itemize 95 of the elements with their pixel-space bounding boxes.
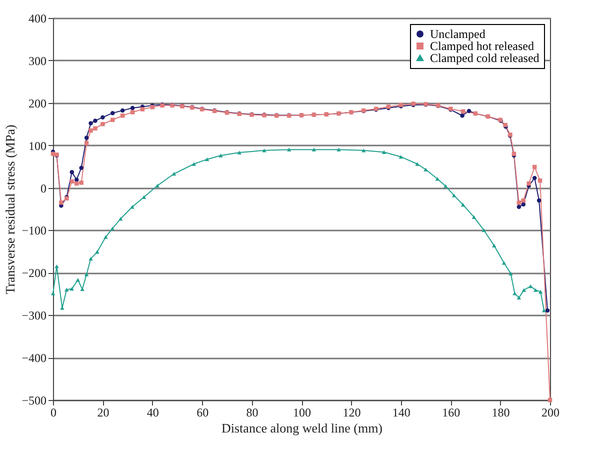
x-tick-label: 100 [293,406,311,420]
point [415,162,420,166]
point [532,176,537,180]
point [192,162,196,166]
point [155,184,160,188]
point [100,115,105,120]
point [88,121,93,126]
y-tick-label: −100 [22,224,46,238]
y-tick-label: −500 [22,394,46,408]
point [95,250,100,254]
point [88,256,93,260]
y-tick-label: 0 [40,181,46,196]
point [74,178,79,182]
point [466,108,472,114]
point [460,202,466,207]
point [482,228,486,232]
point [70,170,74,174]
point [80,287,84,292]
point [110,226,115,230]
point [79,180,84,185]
point [398,154,404,159]
point [536,198,542,203]
x-axis-title: Distance along weld line (mm) [221,420,383,436]
point [516,200,522,205]
point [522,288,526,292]
point [533,288,538,292]
point [312,148,316,152]
point [204,158,210,162]
point [142,195,146,199]
y-tick-label: −200 [22,266,46,280]
point [110,110,115,116]
x-tick-label: 40 [146,406,159,420]
y-axis-title: Transverse residual stress (MPa) [2,124,18,294]
point [110,118,115,122]
point [382,150,386,154]
point [492,244,496,248]
point [93,126,98,130]
point [120,108,125,113]
x-tick-label: 180 [492,406,510,420]
point [93,118,98,123]
point [545,308,550,313]
x-tick-label: 60 [196,406,209,420]
point [88,128,93,133]
point [516,204,522,209]
point [512,292,517,296]
y-tick-label: −300 [22,308,46,323]
point [54,264,59,268]
x-tick-label: 120 [342,406,361,420]
x-tick-label: 80 [246,406,258,420]
point [84,141,89,146]
point [472,215,476,219]
y-tick-label: −400 [22,351,46,366]
point [444,184,448,188]
point [237,150,242,154]
legend-label: Unclamped [430,27,486,41]
point [79,166,84,170]
point [286,148,292,152]
legend-label: Clamped hot released [430,39,534,53]
point [516,296,522,300]
y-tick-label: 200 [28,96,46,110]
point [452,194,456,198]
point [538,290,543,294]
point [521,202,526,206]
y-tick-label: 300 [28,54,46,68]
point [100,122,105,126]
point [50,292,56,296]
x-tick-label: 160 [442,406,460,420]
point [64,288,69,292]
point [435,177,440,181]
point [140,107,145,112]
x-tick-label: 20 [97,406,110,420]
point [362,148,366,152]
y-tick-label: 400 [28,12,46,26]
point [542,308,546,312]
x-tick-label: 200 [542,406,560,420]
point [59,200,64,205]
point [336,148,341,152]
point [130,205,134,209]
point [424,168,428,172]
point [130,110,135,114]
point [172,172,176,176]
point [118,216,123,221]
point [130,106,135,110]
x-tick-label: 0 [50,406,56,420]
point [70,286,74,291]
y-tick-label: 100 [28,138,46,153]
legend-label: Clamped cold released [430,51,540,65]
point [460,114,464,118]
point [104,235,108,239]
point [84,136,89,140]
point [528,284,533,288]
point [262,148,266,152]
point [218,154,223,158]
x-tick-label: 140 [392,406,410,420]
point [508,272,513,276]
